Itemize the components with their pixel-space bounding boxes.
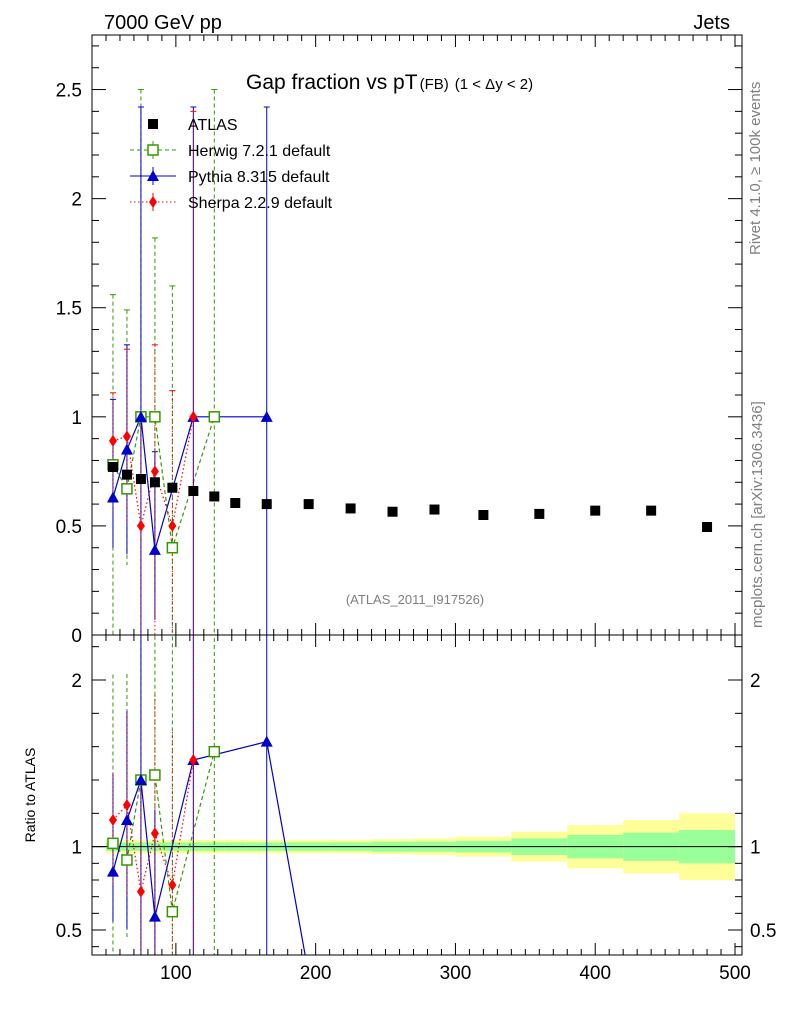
sherpa-ratio-point <box>189 754 198 766</box>
pythia-point <box>106 491 119 503</box>
atlas-point <box>345 503 356 514</box>
pythia-ratio-point <box>134 774 147 785</box>
legend-herwig-marker <box>147 144 159 156</box>
x-tick-label: 300 <box>440 963 472 984</box>
sherpa-point <box>150 465 159 478</box>
legend-pythia-label: Pythia 8.315 default <box>188 169 330 186</box>
atlas-point <box>230 498 241 508</box>
sherpa-point <box>122 430 131 443</box>
ratio-y-tick-label-right: 2 <box>750 671 761 692</box>
pythia-ratio-point <box>260 735 273 747</box>
atlas-point <box>209 491 220 502</box>
sherpa-ratio-point <box>168 879 177 891</box>
herwig-ratio-point <box>121 854 133 866</box>
y-tick-label: 0.5 <box>56 517 82 538</box>
ratio-y-tick-label: 2 <box>71 671 82 692</box>
legend-sherpa-label: Sherpa 2.2.9 default <box>188 195 333 212</box>
legend-entry-atlas: ATLAS <box>148 117 238 134</box>
legend-entry-herwig: Herwig 7.2.1 default <box>130 141 331 160</box>
atlas-point <box>167 482 178 493</box>
header-category: Jets <box>693 12 730 34</box>
x-tick-label: 500 <box>719 963 751 984</box>
legend-atlas-marker <box>148 119 158 129</box>
atlas-point <box>429 504 440 515</box>
sherpa-point <box>189 410 198 423</box>
herwig-ratio-point <box>107 837 119 850</box>
legend-sherpa-marker <box>149 196 157 208</box>
herwig-ratio-point <box>166 905 179 918</box>
atlas-point <box>702 522 713 532</box>
atlas-point <box>135 474 146 484</box>
y-tick-label: 2 <box>71 190 82 211</box>
legend-herwig-label: Herwig 7.2.1 default <box>188 143 331 160</box>
ratio-uncertainty-bands <box>92 813 742 880</box>
y-tick-label: 1.5 <box>56 299 82 320</box>
ratio-plot-layer <box>106 635 306 955</box>
chart-title: Gap fraction vs pT (FB) (1 < Δy < 2) <box>246 71 533 94</box>
legend-pythia-marker <box>147 170 159 181</box>
pythia-line <box>112 414 267 551</box>
y-tick-label: 0 <box>71 626 82 647</box>
herwig-ratio-line <box>112 751 215 912</box>
sherpa-point <box>168 519 177 532</box>
herwig-ratio-point <box>208 745 221 758</box>
sherpa-ratio-point <box>136 885 145 898</box>
y-tick-label: 1 <box>71 408 82 429</box>
atlas-point <box>646 505 657 516</box>
sherpa-ratio-point <box>108 814 117 826</box>
pythia-ratio-point <box>106 865 119 877</box>
sherpa-point <box>108 434 117 447</box>
main-plot-layer <box>106 89 713 635</box>
ratio-y-tick-label-right: 0.5 <box>750 921 776 942</box>
pythia-point <box>120 443 133 455</box>
pythia-point <box>260 410 273 422</box>
herwig-point <box>121 483 133 495</box>
herwig-ratio-point <box>149 769 161 781</box>
rivet-label: Rivet 4.1.0, ≥ 100k events <box>747 82 764 255</box>
atlas-point <box>188 486 199 496</box>
herwig-point <box>208 411 221 423</box>
mcplots-label: mcplots.cern.ch [arXiv:1306.3436] <box>749 401 766 628</box>
y-tick-label: 2.5 <box>56 81 82 102</box>
legend-atlas-label: ATLAS <box>188 117 238 134</box>
pythia-point <box>148 543 161 555</box>
pythia-ratio-point <box>120 814 133 825</box>
ratio-frame <box>91 634 743 956</box>
atlas-point <box>261 499 272 510</box>
sherpa-point <box>136 519 145 532</box>
x-tick-label: 400 <box>579 963 611 984</box>
atlas-point <box>121 469 132 480</box>
herwig-point <box>149 411 161 423</box>
legend-entry-sherpa: Sherpa 2.2.9 default <box>130 193 333 212</box>
header-process: 7000 GeV pp <box>104 12 222 34</box>
atlas-point <box>590 505 601 516</box>
atlas-point <box>107 462 118 472</box>
ratio-y-tick-label-right: 1 <box>750 838 761 859</box>
x-tick-label: 100 <box>160 963 192 984</box>
ratio-y-tick-label: 1 <box>71 838 82 859</box>
analysis-annotation: (ATLAS_2011_I917526) <box>346 592 484 607</box>
ratio-axis-label: Ratio to ATLAS <box>22 748 38 843</box>
pythia-ratio-point <box>148 910 161 922</box>
axis-ticks: 100 200 300 400 500 0 0.5 1 1.5 2 2.5 0.5 0.5 1 1 2 2 <box>56 35 776 984</box>
atlas-point <box>303 499 314 510</box>
legend-entry-pythia: Pythia 8.315 default <box>130 167 330 186</box>
sherpa-ratio-point <box>122 799 131 811</box>
legend: ATLAS Herwig 7.2.1 default Pythia 8.315 … <box>130 117 333 212</box>
atlas-point <box>534 508 545 519</box>
atlas-point <box>478 510 489 520</box>
sherpa-ratio-point <box>150 827 159 840</box>
x-tick-label: 200 <box>300 963 332 984</box>
atlas-point <box>149 477 160 488</box>
atlas-point <box>387 506 398 517</box>
pythia-point <box>134 410 147 422</box>
herwig-point <box>166 541 179 554</box>
ratio-y-tick-label: 0.5 <box>56 921 82 942</box>
